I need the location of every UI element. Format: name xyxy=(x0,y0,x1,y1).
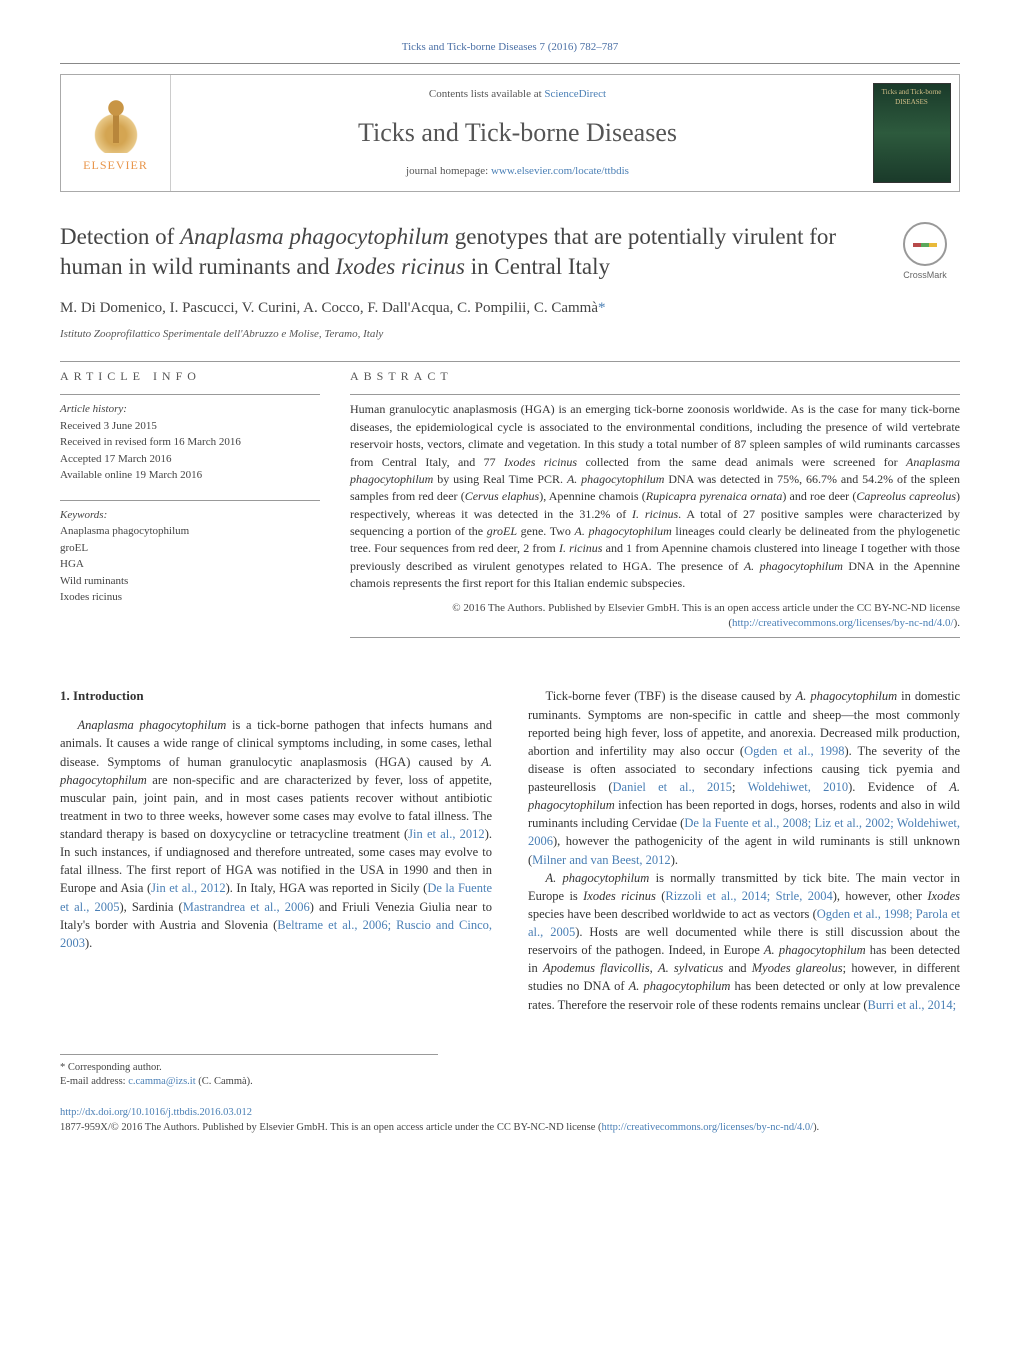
info-rule xyxy=(60,394,320,395)
abstract-text: Human granulocytic anaplasmosis (HGA) is… xyxy=(350,401,960,592)
info-rule-top xyxy=(60,361,960,362)
contents-prefix: Contents lists available at xyxy=(429,88,544,100)
email-label: E-mail address: xyxy=(60,1076,128,1087)
corresponding-marker: * xyxy=(598,300,606,316)
history-line: Received 3 June 2015 xyxy=(60,418,320,435)
homepage-prefix: journal homepage: xyxy=(406,165,491,177)
body-paragraph: Tick-borne fever (TBF) is the disease ca… xyxy=(528,687,960,1013)
article-title: Detection of Anaplasma phagocytophilum g… xyxy=(60,222,874,282)
license-link[interactable]: http://creativecommons.org/licenses/by-n… xyxy=(732,617,954,629)
body-column-left: 1. Introduction Anaplasma phagocytophilu… xyxy=(60,687,492,1013)
keyword: Wild ruminants xyxy=(60,573,320,590)
keyword: HGA xyxy=(60,556,320,573)
homepage-link[interactable]: www.elsevier.com/locate/ttbdis xyxy=(491,165,629,177)
affiliation: Istituto Zooprofilattico Sperimentale de… xyxy=(60,327,960,342)
issn-suffix: ). xyxy=(813,1122,819,1133)
issn-line: 1877-959X/© 2016 The Authors. Published … xyxy=(60,1121,960,1136)
sciencedirect-link[interactable]: ScienceDirect xyxy=(544,88,606,100)
abstract-rule xyxy=(350,394,960,395)
history-header: Article history: xyxy=(60,401,320,418)
authors-list: M. Di Domenico, I. Pascucci, V. Curini, … xyxy=(60,300,598,316)
history-line: Accepted 17 March 2016 xyxy=(60,451,320,468)
email-line: E-mail address: c.camma@izs.it (C. Cammà… xyxy=(60,1075,438,1090)
running-head: Ticks and Tick-borne Diseases 7 (2016) 7… xyxy=(60,40,960,55)
journal-cover-icon: Ticks and Tick-borne DISEASES xyxy=(873,83,951,183)
abstract-rule-bottom xyxy=(350,637,960,638)
masthead-center: Contents lists available at ScienceDirec… xyxy=(171,75,864,191)
elsevier-tree-icon xyxy=(86,93,146,153)
license-line: © 2016 The Authors. Published by Elsevie… xyxy=(350,601,960,632)
doi-link[interactable]: http://dx.doi.org/10.1016/j.ttbdis.2016.… xyxy=(60,1107,252,1118)
corresponding-author-note: * Corresponding author. xyxy=(60,1061,438,1076)
keyword: Ixodes ricinus xyxy=(60,589,320,606)
footnotes: * Corresponding author. E-mail address: … xyxy=(60,1054,438,1090)
body-paragraph: Anaplasma phagocytophilum is a tick-born… xyxy=(60,716,492,952)
article-info-label: article info xyxy=(60,368,320,385)
masthead: ELSEVIER Contents lists available at Sci… xyxy=(60,74,960,192)
body-columns: 1. Introduction Anaplasma phagocytophilu… xyxy=(60,687,960,1013)
body-column-right: Tick-borne fever (TBF) is the disease ca… xyxy=(528,687,960,1013)
history-line: Available online 19 March 2016 xyxy=(60,467,320,484)
crossmark-badge[interactable]: CrossMark xyxy=(890,222,960,282)
keywords-header: Keywords: xyxy=(60,507,320,524)
email-link[interactable]: c.camma@izs.it xyxy=(128,1076,195,1087)
contents-line: Contents lists available at ScienceDirec… xyxy=(181,87,854,102)
issn-text: 1877-959X/© 2016 The Authors. Published … xyxy=(60,1122,602,1133)
publisher-block: ELSEVIER xyxy=(61,75,171,191)
issn-license-link[interactable]: http://creativecommons.org/licenses/by-n… xyxy=(602,1122,814,1133)
doi-block: http://dx.doi.org/10.1016/j.ttbdis.2016.… xyxy=(60,1106,960,1135)
copyright-suffix: ). xyxy=(954,617,960,629)
keywords-block: Keywords: Anaplasma phagocytophilum groE… xyxy=(60,507,320,606)
homepage-line: journal homepage: www.elsevier.com/locat… xyxy=(181,164,854,179)
cover-block: Ticks and Tick-borne DISEASES xyxy=(864,75,959,191)
crossmark-icon xyxy=(903,222,947,266)
crossmark-label: CrossMark xyxy=(903,269,947,282)
email-name: (C. Cammà). xyxy=(196,1076,253,1087)
authors: M. Di Domenico, I. Pascucci, V. Curini, … xyxy=(60,298,960,319)
abstract-label: abstract xyxy=(350,368,960,385)
keyword: groEL xyxy=(60,540,320,557)
article-info-column: article info Article history: Received 3… xyxy=(60,368,320,645)
keyword: Anaplasma phagocytophilum xyxy=(60,523,320,540)
abstract-column: abstract Human granulocytic anaplasmosis… xyxy=(350,368,960,645)
publisher-label: ELSEVIER xyxy=(83,157,148,174)
article-history: Article history: Received 3 June 2015 Re… xyxy=(60,401,320,484)
history-line: Received in revised form 16 March 2016 xyxy=(60,434,320,451)
info-rule xyxy=(60,500,320,501)
top-rule xyxy=(60,63,960,64)
journal-name: Ticks and Tick-borne Diseases xyxy=(181,115,854,151)
section-heading: 1. Introduction xyxy=(60,687,492,706)
